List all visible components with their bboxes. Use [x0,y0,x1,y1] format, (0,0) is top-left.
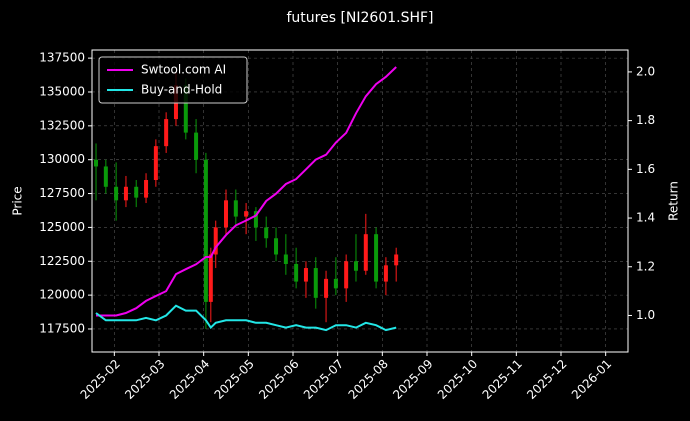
chart-title: futures [NI2601.SHF] [286,10,433,26]
candle-body [394,254,399,266]
legend-label: Buy-and-Hold [141,83,222,97]
plot-frame [91,49,629,353]
y-tick-label: 135000 [39,84,85,98]
y2-tick-label: 1.2 [636,259,655,273]
y2-tick-label: 1.0 [636,308,655,322]
candle-body [244,211,249,217]
y-tick-label: 137500 [39,51,85,65]
candle-body [208,254,213,302]
candle-body [303,268,308,282]
candle-body [253,211,258,228]
candle-body [353,261,358,271]
candle-body [374,234,379,282]
candle-body [233,200,238,217]
candle-body [294,263,299,282]
y2-axis-label: Return [667,181,681,221]
candle-body [203,159,208,302]
candle-body [274,238,279,255]
candle-body [363,234,368,271]
y-tick-label: 120000 [39,288,85,302]
legend-box [98,56,248,104]
y2-tick-label: 2.0 [636,64,655,78]
candle-body [344,261,349,289]
candle-body [194,132,199,160]
y2-tick-label: 1.4 [636,211,655,225]
y-tick-label: 122500 [39,254,85,268]
y-axis-label: Price [11,186,25,215]
return-line [96,66,397,317]
candle-body [103,166,108,187]
candle-body [283,254,288,264]
candle-body [153,146,158,181]
candle-body [264,227,269,239]
candle-body [183,85,188,133]
candle-body [224,200,228,228]
candle-body [94,159,99,167]
candle-body [123,186,128,201]
y-tick-label: 127500 [39,186,85,200]
candle-body [324,278,329,298]
candle-body [213,227,218,255]
y-tick-label: 130000 [39,152,85,166]
return-line [95,304,397,332]
candle-body [164,119,169,147]
legend-label: Swtool.com AI [141,63,226,77]
candle-body [333,278,338,289]
candle-body [144,180,149,198]
candle-body [134,186,139,198]
y2-tick-label: 1.8 [636,113,655,127]
y-tick-label: 125000 [39,220,85,234]
y2-tick-label: 1.6 [636,162,655,176]
candle-body [313,268,318,298]
y-tick-label: 132500 [39,118,85,132]
y-tick-label: 117500 [39,321,85,335]
candle-body [383,265,388,282]
candle-body [114,186,119,201]
